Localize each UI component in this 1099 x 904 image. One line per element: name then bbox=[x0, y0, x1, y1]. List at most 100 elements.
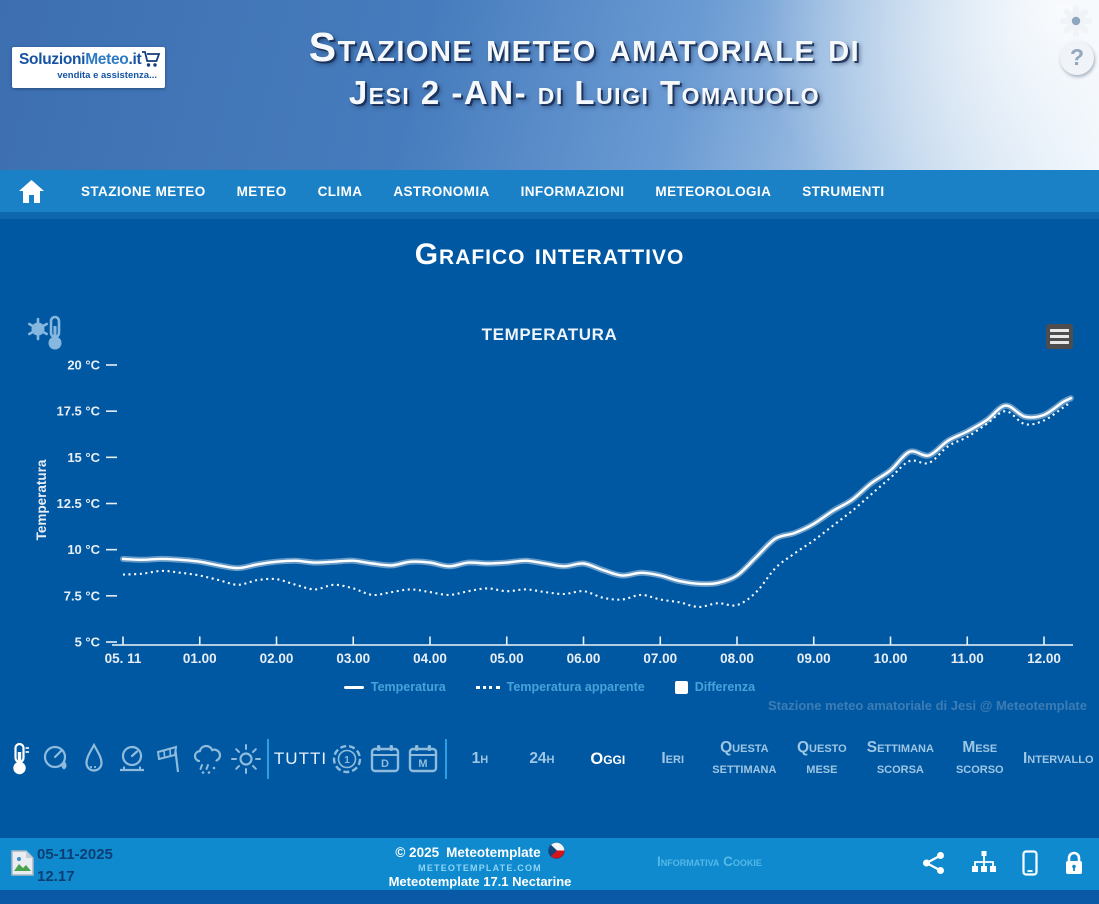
svg-text:05.00: 05.00 bbox=[490, 651, 524, 666]
footer-time: 12.17 bbox=[37, 867, 75, 885]
thermometer-icon[interactable] bbox=[0, 739, 38, 779]
settings-gear-icon[interactable] bbox=[1056, 1, 1096, 46]
footer-center: © 2025 Meteotemplate METEOTEMPLATE.COM M… bbox=[330, 842, 630, 889]
footer-date: 05-11-2025 bbox=[37, 846, 113, 863]
site-link[interactable]: METEOTEMPLATE.COM bbox=[418, 863, 542, 873]
windsock-icon[interactable] bbox=[151, 739, 189, 779]
help-glyph: ? bbox=[1069, 44, 1085, 70]
footer: 05-11-2025 12.17 © 2025 Meteotemplate ME… bbox=[0, 838, 1099, 890]
template-version: Meteotemplate 17.1 Nectarine bbox=[388, 874, 572, 889]
cookie-policy-link[interactable]: Informativa Cookie bbox=[657, 854, 762, 869]
calendar-month-icon[interactable]: M bbox=[404, 739, 442, 779]
copyright-year: © 2025 bbox=[395, 844, 440, 860]
svg-text:17.5 °C: 17.5 °C bbox=[56, 404, 100, 419]
nav-item-astronomia[interactable]: ASTRONOMIA bbox=[393, 183, 490, 199]
svg-text:03.00: 03.00 bbox=[336, 651, 370, 666]
toolbar-divider bbox=[267, 739, 270, 779]
site-title: Stazione meteo amatoriale di Jesi 2 -AN-… bbox=[70, 24, 1099, 116]
period-questa-settimana[interactable]: Questa settimana bbox=[712, 739, 777, 777]
share-icon[interactable] bbox=[922, 851, 946, 880]
svg-text:08.00: 08.00 bbox=[720, 651, 754, 666]
chart-toolbar: TUTTI 1 D M 1h 24h Oggi Ieri Questa sett… bbox=[0, 728, 1099, 790]
calendar-day-icon[interactable]: D bbox=[366, 739, 404, 779]
soluzionimeteo-logo[interactable]: SoluzioniMeteo.it vendita e assistenza..… bbox=[12, 47, 165, 88]
svg-text:10.00: 10.00 bbox=[874, 651, 908, 666]
footer-icons bbox=[922, 850, 1085, 881]
svg-text:7.5 °C: 7.5 °C bbox=[64, 588, 101, 603]
nav-item-clima[interactable]: CLIMA bbox=[317, 183, 363, 199]
svg-text:12.5 °C: 12.5 °C bbox=[56, 496, 100, 511]
humidity-gauge-icon[interactable] bbox=[38, 739, 76, 779]
logo-subtitle: vendita e assistenza... bbox=[57, 70, 157, 81]
legend-label: Differenza bbox=[694, 680, 756, 694]
svg-text:1: 1 bbox=[345, 755, 351, 766]
svg-text:04.00: 04.00 bbox=[413, 651, 447, 666]
legend-item-temperatura-apparente[interactable]: Temperatura apparente bbox=[475, 680, 645, 694]
svg-text:D: D bbox=[381, 758, 389, 770]
svg-text:20 °C: 20 °C bbox=[67, 358, 100, 373]
temperature-chart[interactable]: 05. 11 01.00 02.00 03.00 04.00 05.00 06.00 07.0… bbox=[0, 300, 1099, 700]
svg-text:M: M bbox=[418, 758, 427, 770]
nav-item-informazioni[interactable]: INFORMAZIONI bbox=[520, 183, 625, 199]
period-mese-scorso[interactable]: Mese scorso bbox=[955, 739, 1004, 777]
pressure-gauge-icon[interactable] bbox=[113, 739, 151, 779]
svg-text:10 °C: 10 °C bbox=[67, 542, 100, 557]
nav-divider bbox=[0, 212, 1099, 219]
nav-item-meteo[interactable]: METEO bbox=[236, 183, 287, 199]
rain-cloud-icon[interactable] bbox=[189, 739, 227, 779]
site-title-line1: Stazione meteo amatoriale di bbox=[308, 24, 861, 70]
svg-text:5 °C: 5 °C bbox=[75, 635, 101, 650]
svg-text:09.00: 09.00 bbox=[797, 651, 831, 666]
sitemap-icon[interactable] bbox=[971, 851, 997, 880]
shopping-cart-icon bbox=[141, 51, 161, 73]
home-icon[interactable] bbox=[18, 179, 45, 204]
nav-items: STAZIONE METEO METEO CLIMA ASTRONOMIA IN… bbox=[81, 184, 885, 199]
svg-text:05. 11: 05. 11 bbox=[105, 651, 142, 666]
period-ieri[interactable]: Ieri bbox=[661, 749, 685, 767]
chart-title: Temperatura bbox=[481, 325, 618, 344]
legend-item-temperatura[interactable]: Temperatura bbox=[343, 680, 446, 694]
help-question-icon[interactable]: ? bbox=[1060, 41, 1094, 75]
header: SoluzioniMeteo.it vendita e assistenza..… bbox=[0, 0, 1099, 170]
czech-flag-icon bbox=[547, 842, 565, 862]
dotted-line-symbol bbox=[475, 685, 500, 689]
image-file-icon[interactable] bbox=[10, 849, 35, 882]
lock-icon[interactable] bbox=[1063, 850, 1085, 881]
toolbar-divider bbox=[444, 739, 447, 779]
site-title-line2: Jesi 2 -AN- di Luigi Tomaiuolo bbox=[348, 74, 821, 112]
thermometer-snowflake-icon bbox=[24, 312, 68, 359]
svg-text:15 °C: 15 °C bbox=[67, 450, 100, 465]
nav-item-stazione-meteo[interactable]: STAZIONE METEO bbox=[81, 183, 206, 199]
svg-text:02.00: 02.00 bbox=[260, 651, 294, 666]
period-1h[interactable]: 1h bbox=[471, 749, 489, 767]
legend-label: Temperatura bbox=[370, 680, 446, 694]
brand-name: Meteotemplate bbox=[446, 844, 541, 860]
period-intervallo[interactable]: Intervallo bbox=[1022, 749, 1094, 767]
nav-item-strumenti[interactable]: STRUMENTI bbox=[802, 183, 885, 199]
hamburger-menu-icon[interactable] bbox=[1046, 324, 1073, 349]
raindrop-icon[interactable] bbox=[76, 739, 114, 779]
svg-text:12.00: 12.00 bbox=[1027, 651, 1061, 666]
legend-item-differenza[interactable]: Differenza bbox=[674, 680, 756, 694]
sun-icon[interactable] bbox=[227, 739, 265, 779]
period-oggi[interactable]: Oggi bbox=[590, 749, 626, 768]
solid-line-symbol bbox=[343, 685, 364, 689]
area-symbol bbox=[674, 680, 688, 694]
clock-hour-icon[interactable]: 1 bbox=[329, 739, 367, 779]
chart-watermark: Stazione meteo amatoriale di Jesi @ Mete… bbox=[768, 698, 1087, 713]
main-content bbox=[0, 219, 1099, 838]
svg-text:Temperatura: Temperatura bbox=[34, 459, 49, 540]
page-title: Grafico interattivo bbox=[414, 238, 685, 271]
svg-text:06.00: 06.00 bbox=[567, 651, 601, 666]
svg-text:11.00: 11.00 bbox=[951, 651, 984, 666]
logo-title: SoluzioniMeteo.it bbox=[19, 51, 142, 68]
nav-item-meteorologia[interactable]: METEOROLOGIA bbox=[655, 183, 772, 199]
period-settimana-scorsa[interactable]: Settimana scorsa bbox=[866, 739, 934, 777]
mobile-icon[interactable] bbox=[1022, 850, 1038, 881]
svg-text:01.00: 01.00 bbox=[183, 651, 217, 666]
all-variables-button[interactable]: TUTTI bbox=[273, 749, 328, 768]
period-questo-mese[interactable]: Questo mese bbox=[796, 739, 847, 777]
period-24h[interactable]: 24h bbox=[529, 749, 555, 767]
legend-label: Temperatura apparente bbox=[506, 680, 645, 694]
